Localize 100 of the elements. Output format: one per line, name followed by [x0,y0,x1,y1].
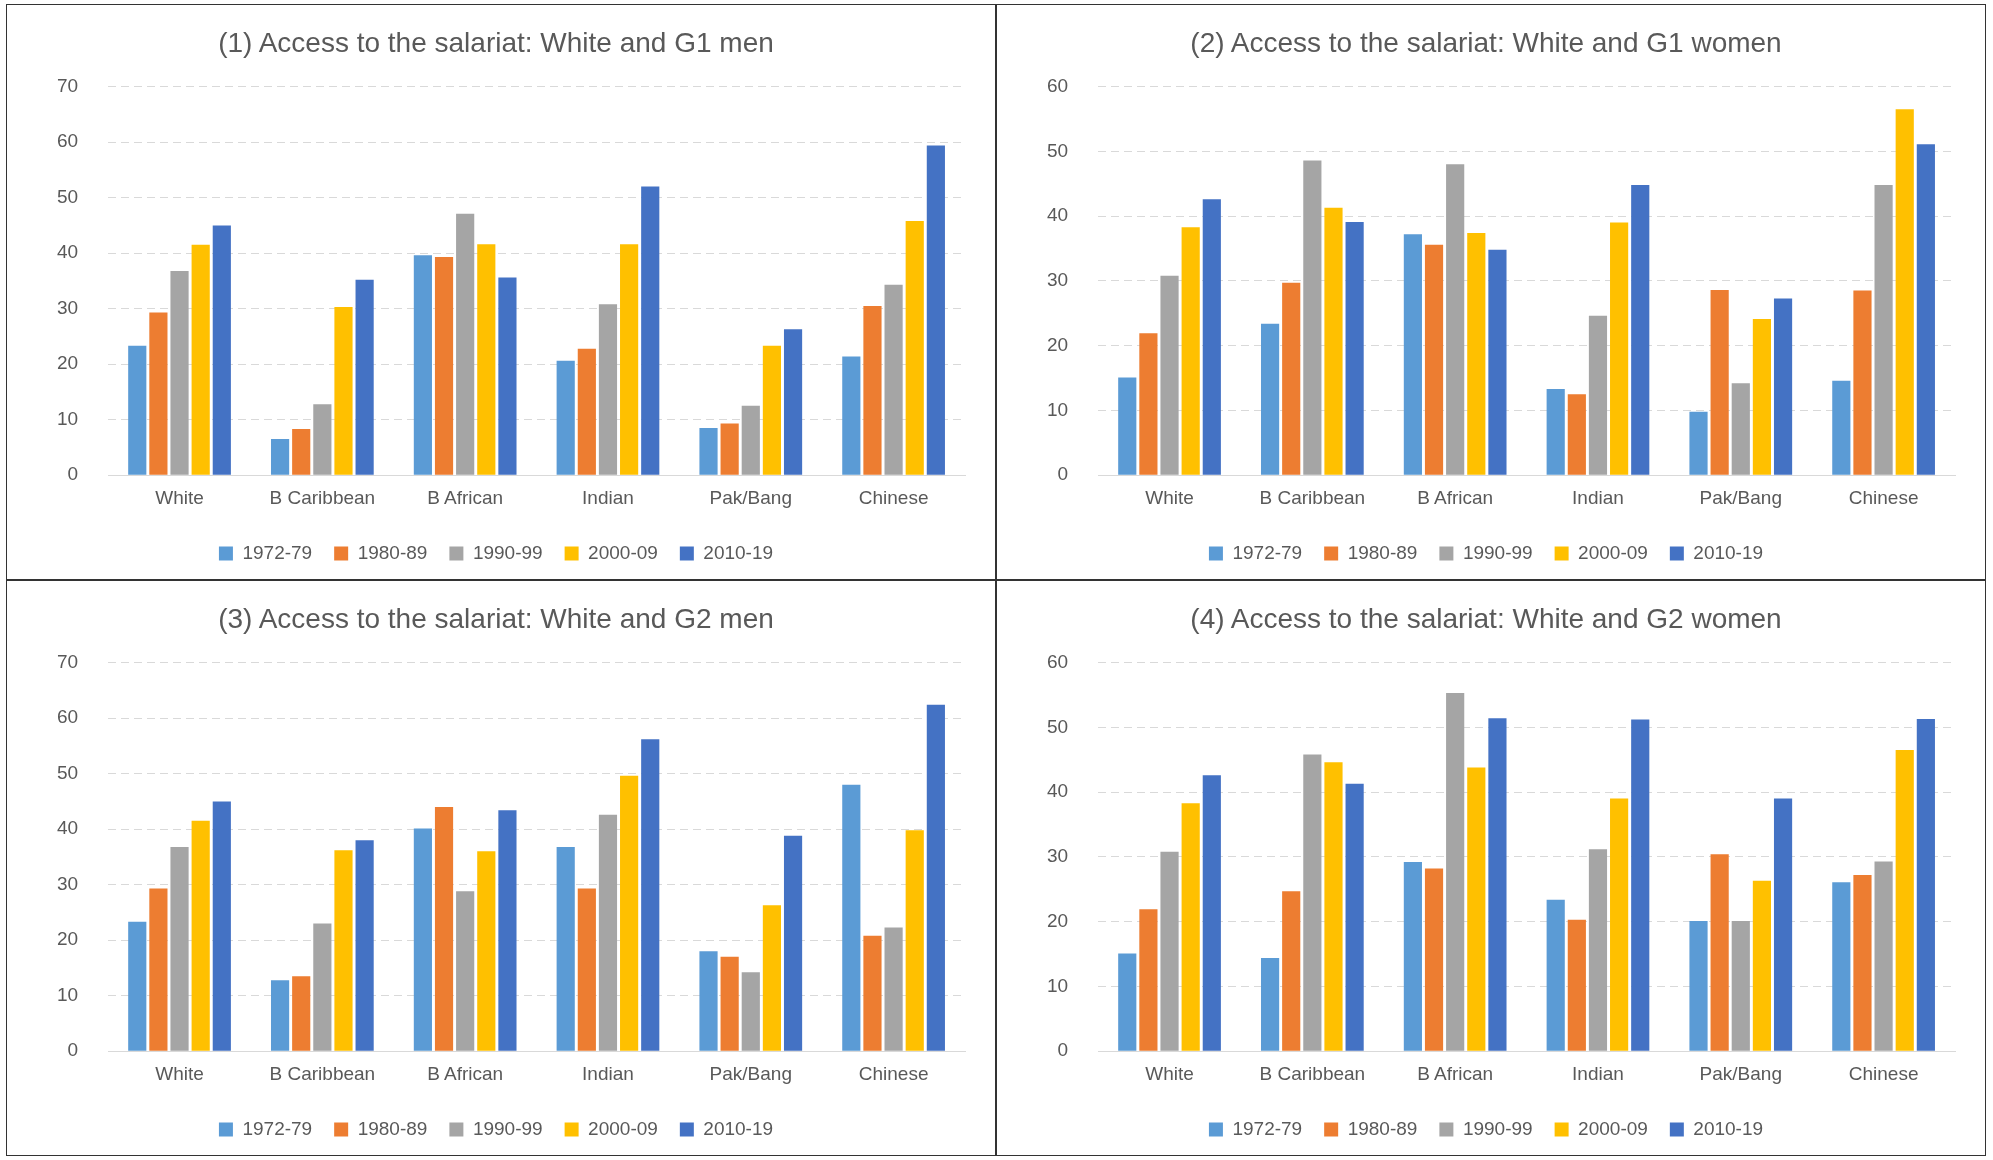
y-tick-label: 30 [56,872,79,894]
bar [1303,160,1322,475]
y-tick-label: 70 [56,74,79,96]
y-tick-label: 20 [56,928,79,950]
bar [1567,919,1586,1051]
x-tick-label: Pak/Bang [709,486,792,508]
bar [1424,244,1444,475]
bar [1403,862,1422,1051]
bar [1118,377,1137,475]
bar [1916,718,1935,1051]
y-tick-label: 60 [56,130,79,152]
y-tick-label: 0 [67,1039,79,1061]
y-tick-label: 0 [67,463,79,485]
bar [149,888,168,1051]
x-tick-label: B Caribbean [1259,486,1366,508]
chart-title: (3) Access to the salariat: White and G2 men [218,602,774,634]
x-tick-label: White [1145,1062,1194,1084]
bar [863,935,882,1051]
legend-label: 1972-79 [242,1117,313,1139]
bar [720,956,739,1051]
bar [762,345,782,475]
chart-title: (2) Access to the salariat: White and G1 women [1190,26,1782,58]
x-tick-label: White [155,486,204,508]
legend-label: 2000-09 [588,541,658,563]
bar [456,213,475,475]
bar [270,439,290,475]
bar [1710,289,1729,475]
bar [1832,380,1851,475]
bar [598,304,618,475]
y-tick-label: 30 [1046,269,1069,291]
bar [313,404,332,475]
bar [1710,854,1729,1051]
bar [641,186,660,475]
y-tick-label: 40 [1046,780,1069,802]
legend-label: 2010-19 [703,1117,774,1139]
bar [1282,282,1301,475]
x-tick-label: Chinese [858,1062,929,1084]
bar [1118,953,1137,1051]
bar [413,255,432,475]
bar [905,220,924,475]
bar [1424,868,1444,1051]
bar [1731,921,1750,1051]
x-tick-label: B Caribbean [1259,1062,1366,1084]
legend-label: 1980-89 [357,1117,428,1139]
x-tick-label: Pak/Bang [709,1062,792,1084]
y-tick-label: 40 [56,241,79,263]
bar [498,277,517,475]
bar [1874,185,1893,475]
x-tick-label: Chinese [858,486,929,508]
x-tick-label: White [1145,486,1194,508]
bar [884,927,903,1051]
bar [842,356,861,475]
bar [149,312,168,475]
y-tick-label: 30 [1046,845,1069,867]
bar [1139,909,1158,1051]
bar [762,905,782,1051]
bar [170,846,189,1051]
y-tick-label: 0 [1057,1039,1069,1061]
bar [1610,798,1629,1051]
legend-label: 1990-99 [1462,1117,1533,1139]
bar [741,405,760,475]
bar [1610,222,1629,475]
y-tick-label: 10 [56,407,79,429]
bar [434,257,454,475]
y-tick-label: 50 [1046,139,1069,161]
bar [620,775,639,1051]
bar [355,840,374,1051]
bar [1689,411,1708,475]
bar [863,305,882,475]
y-tick-label: 10 [56,983,79,1005]
bar [1853,290,1872,475]
bar [191,244,210,475]
bar [1752,319,1772,475]
x-tick-label: B Caribbean [269,1062,376,1084]
bar [334,306,353,475]
y-tick-label: 0 [1057,463,1069,485]
legend-label: 2010-19 [703,541,774,563]
legend-label: 1980-89 [1347,541,1418,563]
y-tick-label: 50 [56,761,79,783]
y-tick-label: 10 [1046,974,1069,996]
bar [498,810,517,1051]
legend-label: 1990-99 [1462,541,1533,563]
bar [1488,718,1507,1051]
y-tick-label: 40 [1046,204,1069,226]
bar [1916,144,1935,475]
y-tick-label: 10 [1046,398,1069,420]
bar [1181,227,1200,475]
bar [270,980,290,1051]
bar [699,951,718,1051]
x-tick-label: Indian [582,1062,634,1084]
bar [1202,199,1221,475]
x-tick-label: Chinese [1848,486,1919,508]
bar [1446,164,1465,475]
bar [884,284,903,475]
x-tick-label: B African [1417,1062,1494,1084]
legend-label: 2010-19 [1693,541,1764,563]
y-tick-label: 60 [1046,74,1069,96]
bar [1773,298,1793,475]
legend-label: 1990-99 [472,541,543,563]
legend-label: 2000-09 [1578,541,1648,563]
